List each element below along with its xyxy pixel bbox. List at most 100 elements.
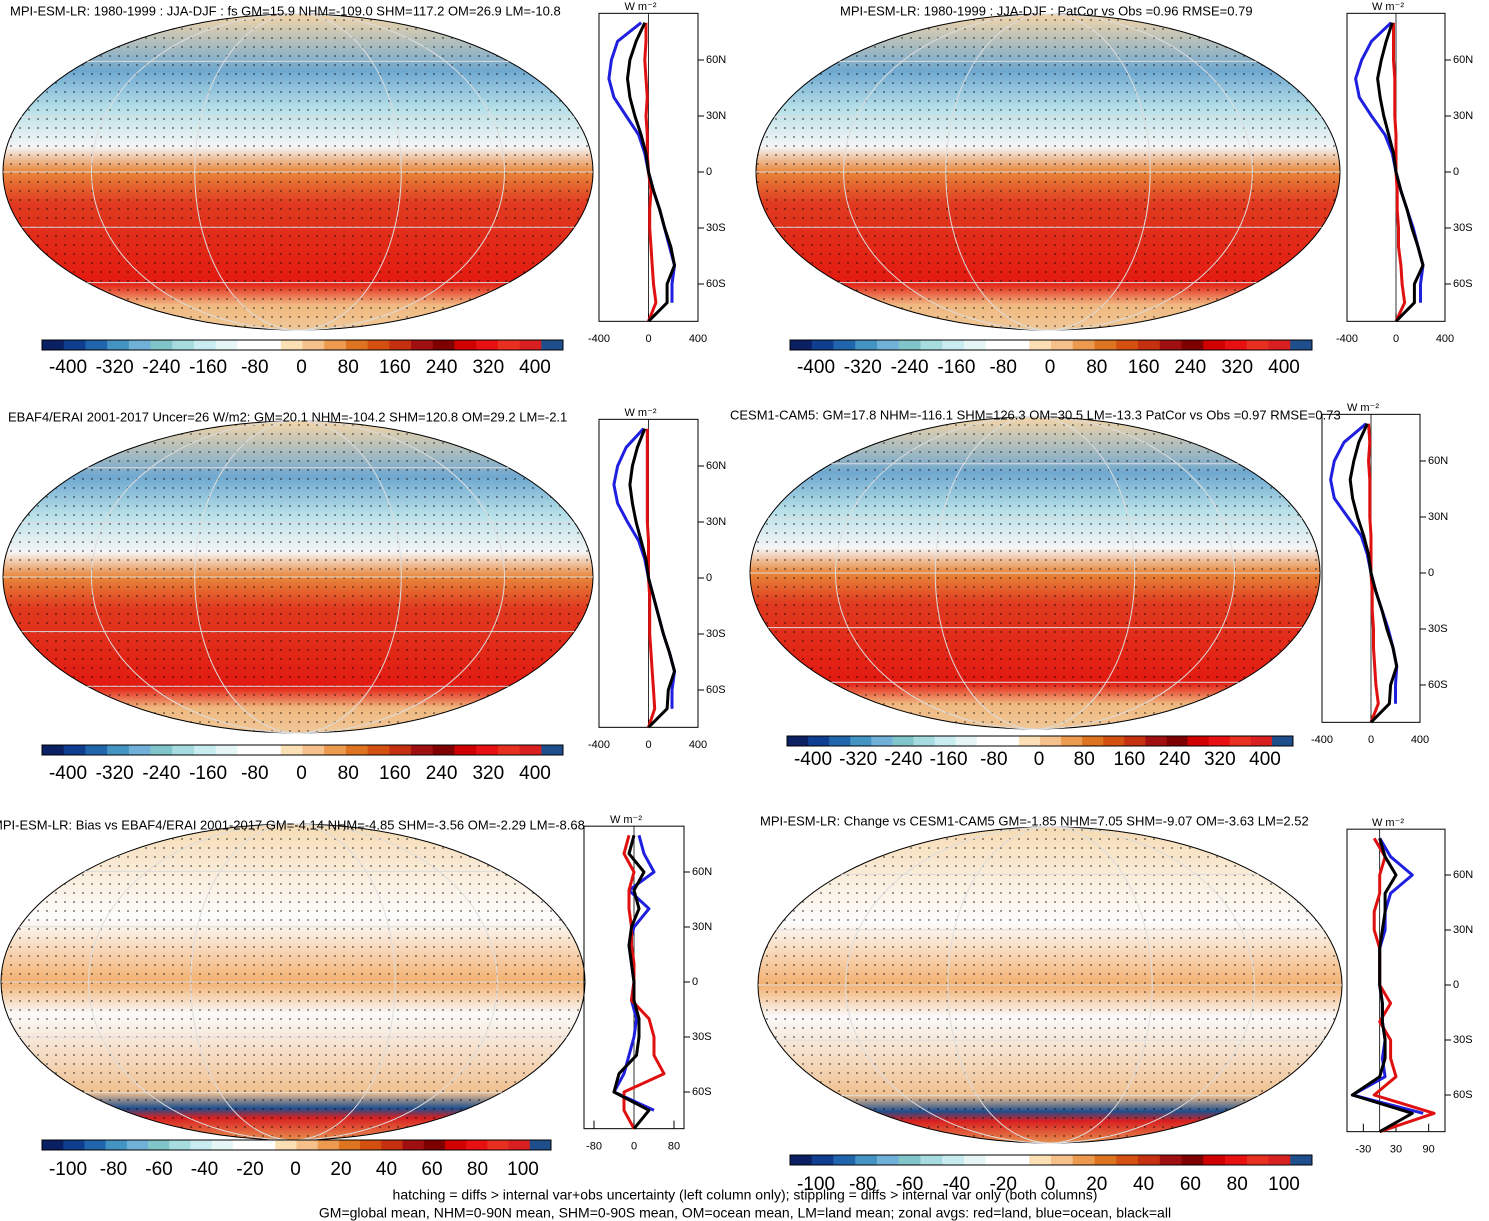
colorbar-swatch xyxy=(1051,1155,1074,1165)
colorbar-swatch xyxy=(367,340,390,350)
colorbar-label: -80 xyxy=(241,357,268,378)
colorbar-swatch xyxy=(877,1155,900,1165)
colorbar-swatch xyxy=(193,340,217,350)
panel-title: MPI-ESM-LR: 1980-1999 : JJA-DJF : fs GM=… xyxy=(10,3,561,18)
colorbar-swatch xyxy=(1145,736,1167,746)
colorbar-swatch xyxy=(985,1155,1008,1165)
colorbar-swatch xyxy=(215,745,238,755)
colorbar-swatch xyxy=(302,745,325,755)
colorbar-label: -320 xyxy=(96,763,134,784)
colorbar-frame xyxy=(41,744,564,756)
x-tick-label: 400 xyxy=(1436,333,1454,345)
colorbar-swatch xyxy=(389,745,412,755)
colorbar-frame xyxy=(789,339,1313,351)
colorbar-label: -320 xyxy=(839,749,877,770)
unit-label: W m⁻² xyxy=(624,407,656,419)
colorbar-swatch xyxy=(519,745,542,755)
colorbar-swatch xyxy=(964,1155,987,1165)
x-tick-label: 0 xyxy=(1393,333,1399,345)
colorbar-swatch xyxy=(42,1140,64,1150)
colorbar-label: 400 xyxy=(1249,749,1281,770)
colorbar-swatch xyxy=(107,745,130,755)
colorbar-label: -240 xyxy=(142,763,180,784)
colorbar-swatch xyxy=(1094,340,1117,350)
colorbar-label: 0 xyxy=(1034,749,1045,770)
colorbar-label: 80 xyxy=(338,357,359,378)
colorbar-swatch xyxy=(1268,1155,1291,1165)
y-tick-label: 30N xyxy=(706,516,726,528)
colorbar-swatch xyxy=(215,340,238,350)
colorbar-label: -160 xyxy=(930,749,968,770)
footer-line: GM=global mean, NHM=0-90N mean, SHM=0-90… xyxy=(319,1205,1171,1221)
colorbar-swatch xyxy=(1203,340,1226,350)
y-tick-label: 30N xyxy=(1428,511,1448,523)
zonal-line xyxy=(1376,22,1425,323)
colorbar-swatch xyxy=(508,1140,531,1150)
colorbar-label: 240 xyxy=(426,357,458,378)
panel-title: MPI-ESM-LR: Change vs CESM1-CAM5 GM=-1.8… xyxy=(760,813,1309,828)
colorbar-label: 40 xyxy=(1133,1174,1154,1195)
colorbar-swatch xyxy=(1094,1155,1117,1165)
unit-label: W m⁻² xyxy=(1347,402,1379,414)
colorbar-label: -320 xyxy=(844,357,882,378)
colorbar-swatch xyxy=(338,1140,361,1150)
colorbar-label: 80 xyxy=(338,763,359,784)
colorbar-label: -80 xyxy=(241,763,268,784)
colorbar-swatch xyxy=(150,340,173,350)
colorbar-label: -160 xyxy=(189,357,227,378)
colorbar-swatch xyxy=(302,340,325,350)
colorbar-swatch xyxy=(1166,736,1189,746)
x-tick-label: -400 xyxy=(1311,734,1333,746)
colorbar-swatch xyxy=(317,1140,340,1150)
y-tick-label: 60N xyxy=(1428,455,1448,467)
colorbar-swatch xyxy=(1007,1155,1030,1165)
colorbar-swatch xyxy=(942,340,965,350)
colorbar-swatch xyxy=(920,1155,943,1165)
colorbar-label: 240 xyxy=(1175,357,1207,378)
colorbar-swatch xyxy=(105,1140,128,1150)
colorbar-swatch xyxy=(1029,340,1052,350)
colorbar-label: -60 xyxy=(896,1174,923,1195)
x-tick-label: -400 xyxy=(588,739,610,751)
colorbar-swatch xyxy=(1181,340,1204,350)
x-tick-label: 90 xyxy=(1423,1144,1435,1156)
panel-title: CESM1-CAM5: GM=17.8 NHM=-116.1 SHM=126.3… xyxy=(730,407,1341,422)
unit-label: W m⁻² xyxy=(610,814,642,826)
colorbar-label: 80 xyxy=(1086,357,1107,378)
colorbar-swatch xyxy=(976,736,999,746)
colorbar-swatch xyxy=(211,1140,234,1150)
zonal-line xyxy=(626,22,676,323)
y-tick-label: 30S xyxy=(1453,222,1473,234)
colorbar-label: -40 xyxy=(191,1159,218,1180)
colorbar-swatch xyxy=(85,745,108,755)
colorbar-label: -160 xyxy=(937,357,975,378)
zonal-line xyxy=(612,427,676,709)
colorbar-label: -20 xyxy=(989,1174,1016,1195)
colorbar-swatch xyxy=(232,1140,255,1150)
colorbar-swatch xyxy=(42,340,65,350)
colorbar-swatch xyxy=(411,340,434,350)
colorbar-swatch xyxy=(169,1140,191,1150)
colorbar-swatch xyxy=(128,340,152,350)
colorbar-swatch xyxy=(1124,736,1146,746)
colorbar-label: 20 xyxy=(1086,1174,1107,1195)
x-tick-label: 0 xyxy=(645,333,651,345)
x-tick-label: 80 xyxy=(668,1141,680,1153)
colorbar-label: -400 xyxy=(794,749,832,770)
y-tick-label: 60S xyxy=(692,1086,712,1098)
colorbar-swatch xyxy=(541,340,564,350)
colorbar-frame xyxy=(789,1154,1313,1166)
colorbar-label: 0 xyxy=(296,763,307,784)
colorbar-swatch xyxy=(128,745,152,755)
colorbar-label: -400 xyxy=(49,357,87,378)
colorbar-swatch xyxy=(324,745,347,755)
zonal-line xyxy=(1350,837,1414,1134)
y-tick-label: 60N xyxy=(1453,54,1473,66)
y-tick-label: 60N xyxy=(706,460,726,472)
colorbar-swatch xyxy=(423,1140,446,1150)
colorbar-swatch xyxy=(1103,736,1125,746)
colorbar-swatch xyxy=(790,340,813,350)
zonal-line xyxy=(1354,21,1425,303)
colorbar-label: -80 xyxy=(849,1174,876,1195)
y-tick-label: 60S xyxy=(1453,278,1473,290)
